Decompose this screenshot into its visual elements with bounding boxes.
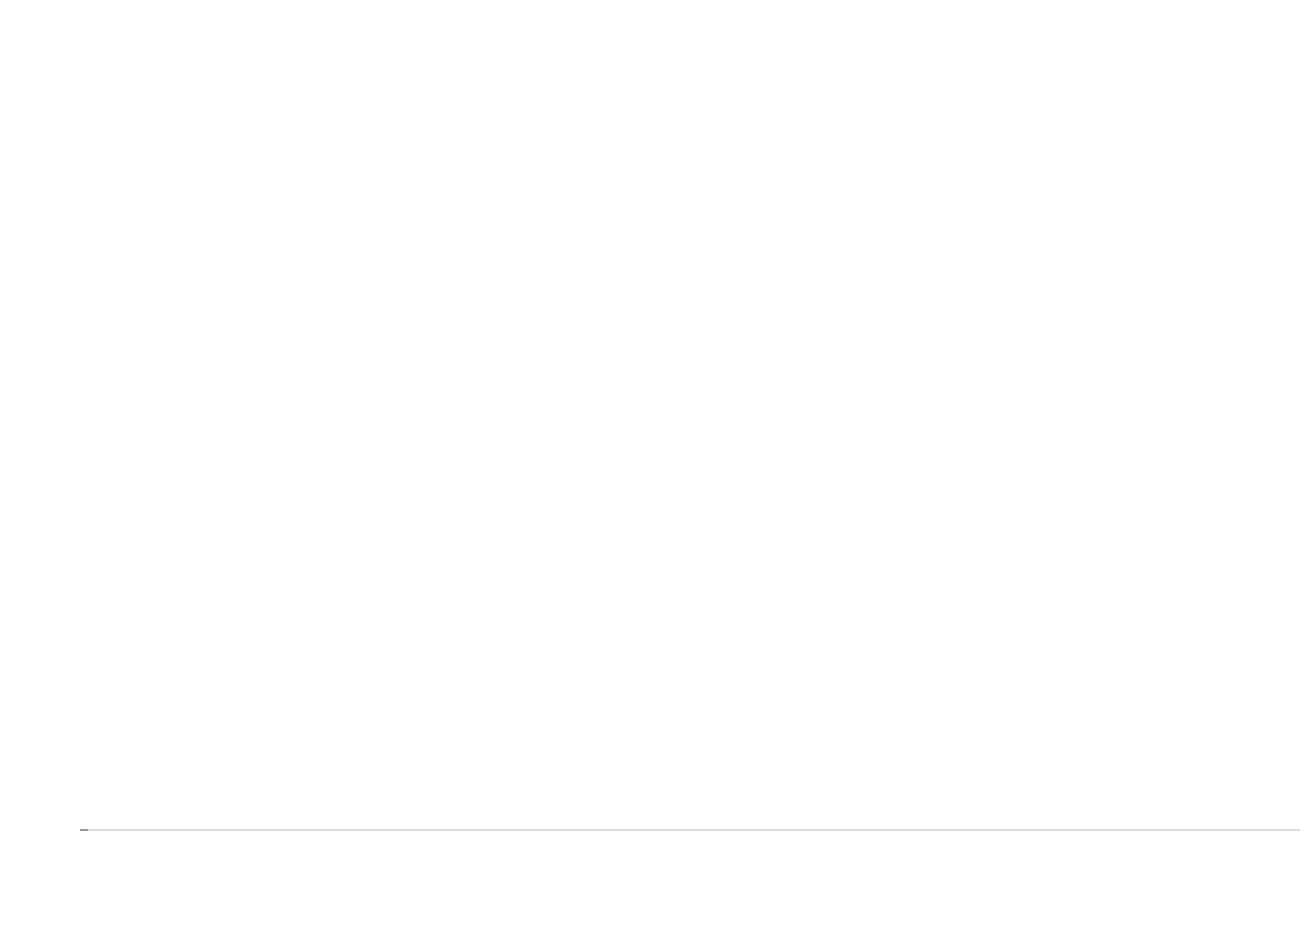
emissions-chart xyxy=(0,0,1314,935)
